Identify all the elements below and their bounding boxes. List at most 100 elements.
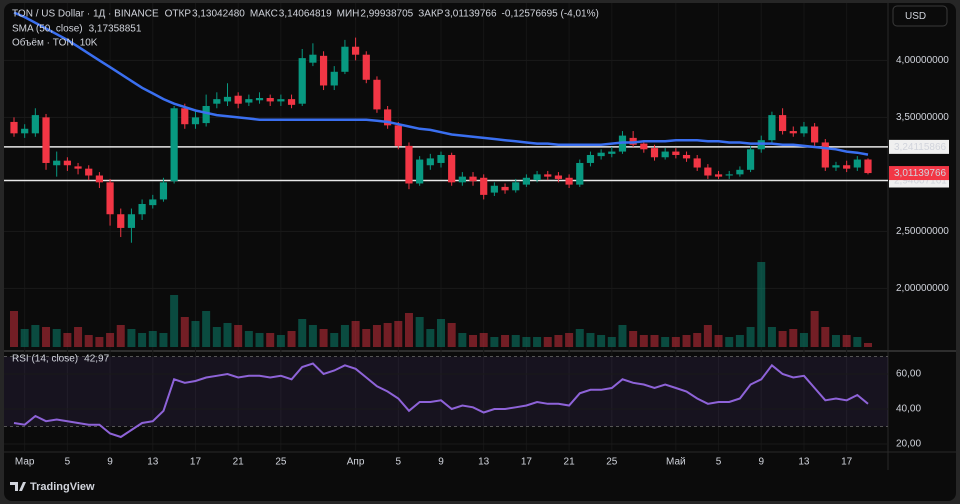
currency-label[interactable]: USD xyxy=(905,11,926,22)
candle-body xyxy=(416,159,424,184)
candle-body xyxy=(832,165,840,168)
x-tick-label: 21 xyxy=(233,457,245,468)
candle-body xyxy=(843,165,851,169)
stat-label: ЗАКР xyxy=(418,9,444,20)
candle-body xyxy=(480,177,488,195)
chart-title: TON / US Dollar · 1Д · BINANCE xyxy=(12,9,159,20)
stat-label: МАКС xyxy=(250,9,278,20)
candle-body xyxy=(821,142,829,168)
x-tick-label: 17 xyxy=(841,457,853,468)
volume-bar xyxy=(725,337,734,347)
candle-body xyxy=(85,168,93,176)
volume-bar xyxy=(84,335,93,347)
candle-body xyxy=(864,159,872,174)
volume-bar xyxy=(42,327,51,347)
candle-body xyxy=(277,99,285,102)
volume-bar xyxy=(650,335,659,347)
volume-bar xyxy=(31,325,40,347)
candle-body xyxy=(138,203,146,215)
stat-value: 3,13042480 xyxy=(192,9,245,20)
candle-body xyxy=(576,162,584,185)
volume-name: Объём · TON xyxy=(12,37,74,49)
volume-bar xyxy=(735,335,744,347)
stat-label: ОТКР xyxy=(165,9,192,20)
volume-bar xyxy=(682,335,691,347)
volume-bar xyxy=(767,327,776,347)
candle-body xyxy=(245,99,253,103)
sma-line xyxy=(13,11,869,156)
candle-body xyxy=(95,175,103,183)
volume-bar xyxy=(20,329,29,347)
volume-bar xyxy=(298,319,307,347)
candle-body xyxy=(202,105,210,124)
candle-body xyxy=(672,151,680,155)
level-label: 3,24115866 xyxy=(894,142,947,153)
candle-body xyxy=(789,131,797,134)
volume-bar xyxy=(106,333,115,347)
volume-bar xyxy=(607,337,616,347)
candle-body xyxy=(448,154,456,183)
y-tick-label: 2,50000000 xyxy=(896,226,949,237)
candle-body xyxy=(309,54,317,63)
candle-body xyxy=(74,166,82,169)
volume-bar xyxy=(330,333,339,347)
volume-bar xyxy=(437,319,445,347)
candle-body xyxy=(811,126,819,143)
x-tick-label: Апр xyxy=(347,457,365,468)
volume-bar xyxy=(458,333,467,347)
rsi-name: RSI (14, close) xyxy=(12,354,78,365)
volume-bar xyxy=(543,337,552,347)
candle-body xyxy=(490,185,498,193)
volume-bar xyxy=(244,331,253,347)
rsi-tick-label: 20,00 xyxy=(896,439,921,450)
candle-body xyxy=(266,98,274,102)
volume-bar xyxy=(212,327,221,347)
candle-body xyxy=(191,117,200,125)
rsi-value: 42,97 xyxy=(84,354,109,365)
candle-body xyxy=(533,174,541,181)
volume-bar xyxy=(426,329,435,347)
volume-bar xyxy=(533,337,542,347)
volume-bar xyxy=(266,333,275,347)
candle-body xyxy=(319,55,328,86)
candle-body xyxy=(149,199,157,206)
volume-bar xyxy=(853,337,862,347)
volume-bar xyxy=(490,337,499,347)
volume-bar xyxy=(714,335,723,347)
volume-bar xyxy=(415,317,424,347)
volume-bar xyxy=(63,333,72,347)
candle-body xyxy=(853,159,861,168)
candle-body xyxy=(544,174,552,177)
level-label: 2,94607161 xyxy=(894,176,947,187)
candle-body xyxy=(234,95,242,104)
stat-label: МИН xyxy=(337,9,360,20)
volume-bar xyxy=(778,331,787,347)
volume-bar xyxy=(127,329,136,347)
price-tag-label: 3,01139766 xyxy=(894,168,947,179)
x-tick-label: 13 xyxy=(478,457,490,468)
candle-body xyxy=(53,160,61,166)
volume-bar xyxy=(597,335,606,347)
x-tick-label: Мар xyxy=(15,457,35,468)
volume-bar xyxy=(308,325,317,347)
rsi-band xyxy=(4,356,888,427)
candle-body xyxy=(704,167,712,176)
candle-body xyxy=(800,126,808,134)
candle-body xyxy=(682,154,691,159)
candle-body xyxy=(522,177,530,185)
currency-button[interactable] xyxy=(892,5,948,27)
volume-bar xyxy=(170,295,179,347)
x-tick-label: 5 xyxy=(65,457,71,468)
volume-bar xyxy=(629,331,638,347)
y-tick-label: 4,00000000 xyxy=(896,55,949,66)
candle-body xyxy=(586,154,595,163)
volume-bar xyxy=(831,335,840,347)
candle-body xyxy=(106,182,114,215)
candle-body xyxy=(405,145,413,184)
candle-body xyxy=(223,96,232,102)
candle-body xyxy=(768,115,776,141)
brand-icon xyxy=(10,482,26,491)
volume-bar xyxy=(469,335,478,347)
candle-body xyxy=(352,46,360,55)
volume-bar xyxy=(703,325,712,347)
